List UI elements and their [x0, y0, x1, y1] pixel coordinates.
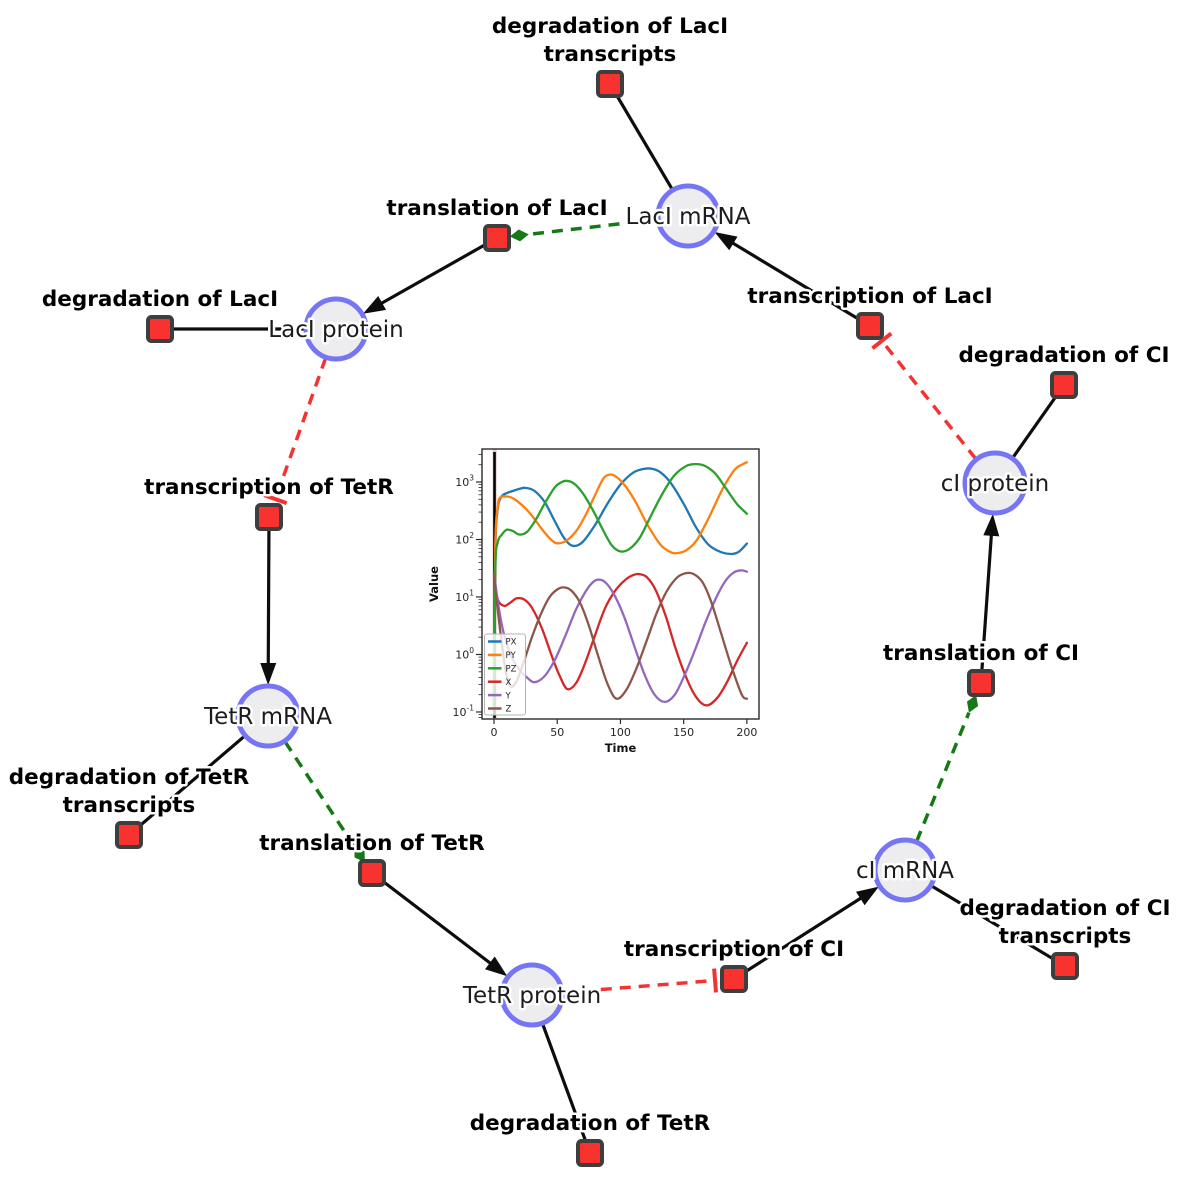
- edge-modifier-ci-mrna-to-translation-of-ci: [915, 711, 971, 842]
- reaction-label-degradation-of-ci-transcripts: transcripts: [999, 924, 1132, 949]
- y-tick-label: 10-1: [453, 703, 475, 719]
- edge-inhibition-laci-protein-to-transcription-of-tetr-tee-bar: [263, 493, 288, 506]
- reaction-node-translation-of-ci[interactable]: [967, 669, 995, 697]
- edge-modifier-laci-mrna-to-translation-of-laci-diamond: [509, 229, 529, 242]
- legend-label-pz: PZ: [506, 665, 517, 675]
- series-pz-line: [492, 462, 749, 709]
- y-tick-label: 101: [455, 588, 474, 604]
- x-tick-label: 50: [550, 726, 564, 739]
- edge-modifier-ci-mrna-to-translation-of-ci-diamond: [966, 695, 979, 713]
- reaction-node-degradation-of-laci[interactable]: [146, 315, 174, 343]
- edge-production-translation-of-ci-to-ci-protein-arrowhead: [983, 513, 1000, 537]
- reaction-label-transcription-of-ci: transcription of CI: [624, 937, 844, 962]
- edge-modifier-laci-mrna-to-translation-of-laci: [528, 217, 658, 237]
- species-node-ci-protein[interactable]: [962, 450, 1028, 516]
- reaction-node-transcription-of-tetr[interactable]: [255, 503, 283, 531]
- edge-consumption-tetr-protein-to-degradation-of-tetr: [541, 1023, 588, 1142]
- legend-label-y: Y: [505, 691, 512, 701]
- reaction-label-translation-of-laci: translation of LacI: [386, 196, 607, 221]
- species-node-laci-protein[interactable]: [303, 296, 369, 362]
- edge-production-transcription-of-ci-to-ci-mrna: [744, 893, 867, 974]
- edge-modifier-tetr-mrna-to-translation-of-tetr: [283, 740, 356, 848]
- nodes-layer: [115, 70, 1079, 1167]
- edge-inhibition-ci-protein-to-transcription-of-laci: [882, 342, 978, 460]
- reaction-label-degradation-of-ci-transcripts: degradation of CI: [960, 896, 1171, 921]
- species-node-tetr-mrna[interactable]: [235, 683, 301, 749]
- edge-production-translation-of-laci-to-laci-protein: [376, 243, 487, 308]
- edge-production-translation-of-laci-to-laci-protein-arrowhead: [362, 295, 387, 314]
- y-tick-label: 102: [455, 531, 474, 547]
- reaction-node-degradation-of-laci-transcripts[interactable]: [596, 70, 624, 98]
- edge-modifier-tetr-mrna-to-translation-of-tetr-diamond: [354, 846, 365, 863]
- reaction-label-translation-of-ci: translation of CI: [883, 641, 1079, 666]
- y-tick-label: 100: [455, 646, 474, 662]
- series-x-line: [492, 572, 749, 707]
- edge-consumption-tetr-mrna-to-degradation-of-tetr-transcripts: [137, 734, 246, 828]
- species-node-tetr-protein[interactable]: [499, 962, 565, 1028]
- labels-layer: degradation of LacI transcripts translatio…: [6, 12, 1173, 1139]
- x-axis-label: Time: [605, 741, 637, 755]
- species-node-ci-mrna[interactable]: [872, 837, 938, 903]
- reaction-label-translation-of-tetr: translation of TetR: [259, 831, 485, 856]
- reaction-label-degradation-of-laci-transcripts: transcripts: [544, 42, 677, 67]
- species-label-laci-mrna: LacI mRNA: [626, 204, 751, 230]
- edge-production-translation-of-tetr-to-tetr-protein: [381, 879, 496, 968]
- x-tick-label: 150: [673, 726, 694, 739]
- edge-inhibition-laci-protein-to-transcription-of-tetr: [274, 357, 328, 497]
- edge-production-transcription-of-laci-to-laci-mrna-arrowhead: [714, 232, 738, 251]
- edge-production-translation-of-tetr-to-tetr-protein-arrowhead: [485, 956, 508, 977]
- reaction-node-degradation-of-tetr[interactable]: [576, 1139, 604, 1167]
- species-label-ci-mrna: cI mRNA: [856, 858, 954, 884]
- species-label-tetr-protein: TetR protein: [462, 983, 601, 1009]
- reaction-label-degradation-of-tetr: degradation of TetR: [470, 1111, 711, 1136]
- series-y-line: [492, 569, 749, 704]
- reaction-label-degradation-of-ci: degradation of CI: [959, 343, 1170, 368]
- reaction-label-degradation-of-tetr-transcripts: transcripts: [63, 793, 196, 818]
- edge-production-transcription-of-tetr-to-tetr-mrna: [266, 529, 271, 670]
- x-tick-label: 100: [610, 726, 631, 739]
- edge-consumption-ci-mrna-to-degradation-of-ci-transcripts: [930, 884, 1055, 961]
- series-py-line: [492, 461, 749, 709]
- edge-inhibition-tetr-protein-to-transcription-of-ci: [562, 978, 713, 995]
- reaction-node-degradation-of-tetr-transcripts[interactable]: [115, 821, 143, 849]
- species-node-laci-mrna[interactable]: [655, 183, 721, 249]
- edge-production-transcription-of-tetr-to-tetr-mrna-arrowhead: [260, 662, 277, 686]
- edge-consumption-laci-mrna-to-degradation-of-laci-transcripts: [615, 94, 674, 191]
- reaction-node-degradation-of-ci[interactable]: [1050, 371, 1078, 399]
- reaction-label-degradation-of-laci: degradation of LacI: [42, 287, 278, 312]
- edge-production-transcription-of-ci-to-ci-mrna-arrowhead: [856, 886, 879, 906]
- legend-label-px: PX: [506, 638, 517, 648]
- x-tick-label: 0: [491, 726, 498, 739]
- edge-production-transcription-of-laci-to-laci-mrna: [727, 238, 860, 321]
- edge-inhibition-tetr-protein-to-transcription-of-ci-tee-bar: [712, 968, 719, 993]
- legend-label-x: X: [506, 678, 512, 688]
- edge-consumption-ci-protein-to-degradation-of-ci: [1011, 394, 1058, 459]
- reaction-node-translation-of-tetr[interactable]: [358, 859, 386, 887]
- species-label-tetr-mrna: TetR mRNA: [203, 704, 332, 730]
- reaction-node-transcription-of-laci[interactable]: [856, 312, 884, 340]
- reaction-label-degradation-of-laci-transcripts: degradation of LacI: [492, 14, 728, 39]
- y-axis-label: Value: [427, 566, 441, 602]
- y-tick-label: 103: [455, 474, 474, 490]
- chart-legend: PX PY PZ XYZ: [484, 633, 526, 716]
- species-label-laci-protein: LacI protein: [268, 317, 403, 343]
- reaction-node-translation-of-laci[interactable]: [483, 224, 511, 252]
- inset-chart: 0 50 100 150 20010-1100101102103TimeValuePXP…: [427, 448, 760, 755]
- edges-layer: [137, 94, 1058, 1142]
- reaction-label-transcription-of-laci: transcription of LacI: [747, 284, 992, 309]
- edge-inhibition-ci-protein-to-transcription-of-laci-tee-bar: [871, 331, 893, 350]
- x-tick-label: 200: [736, 726, 757, 739]
- edge-production-translation-of-ci-to-ci-protein: [980, 529, 994, 671]
- legend-label-py: PY: [506, 651, 517, 661]
- reaction-label-degradation-of-tetr-transcripts: degradation of TetR: [9, 765, 250, 790]
- reaction-node-degradation-of-ci-transcripts[interactable]: [1051, 952, 1079, 980]
- legend-label-z: Z: [506, 705, 512, 715]
- reaction-label-transcription-of-tetr: transcription of TetR: [144, 475, 394, 500]
- series-px-line: [492, 467, 749, 709]
- species-label-ci-protein: cI protein: [941, 471, 1050, 497]
- reaction-node-transcription-of-ci[interactable]: [720, 965, 748, 993]
